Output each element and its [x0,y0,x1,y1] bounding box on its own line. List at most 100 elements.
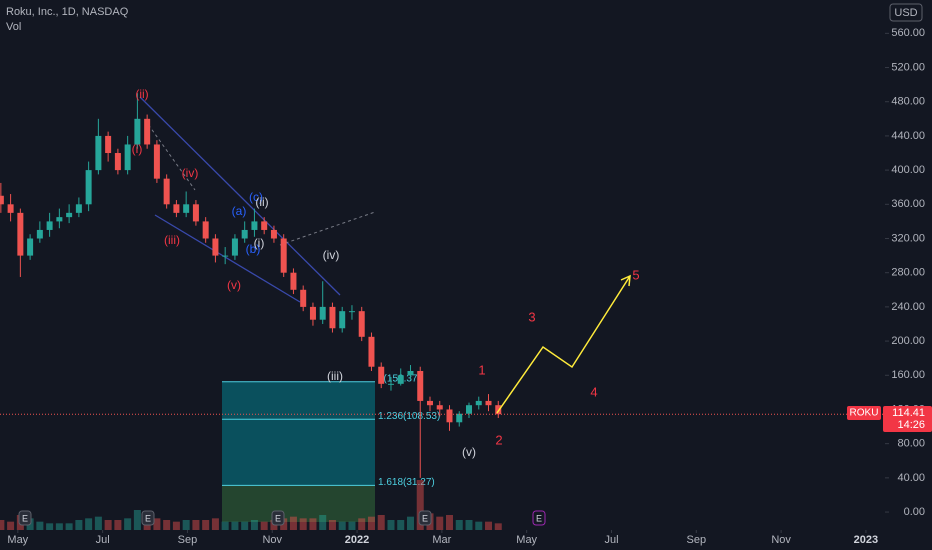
candle-body [202,221,209,239]
y-tick-label: 520.00 [891,61,925,73]
candle-body [456,413,463,423]
candle-body [387,383,394,385]
wave-label: (v) [462,445,476,459]
wave-label: 5 [632,267,639,282]
y-tick-label: 480.00 [891,96,925,108]
candle-body [339,311,346,329]
candle-body [407,371,414,376]
volume-bar [163,520,171,530]
candle-body [95,135,102,171]
candle-body [183,204,190,213]
candle-body [56,217,63,222]
candle-body [153,144,160,179]
volume-bar [494,523,502,530]
candle-body [17,212,24,256]
y-tick-label: 400.00 [891,164,925,176]
candle-body [446,409,453,423]
candle-body [466,405,473,414]
earnings-label: E [22,513,28,523]
candle-body [134,118,141,145]
candle-body [436,405,443,410]
earnings-label: E [536,513,542,523]
candle-body [319,306,326,320]
wave-label: (iv) [182,166,199,180]
volume-bar [65,523,73,530]
candle-body [222,255,229,257]
wave-label: (a) [232,204,247,218]
candle-body [144,118,151,145]
candle-body [485,400,492,406]
candle-body [173,204,180,213]
candle-body [348,311,355,313]
volume-bar [241,521,249,530]
candle-body [105,135,112,154]
y-tick-label: 320.00 [891,232,925,244]
volume-bar [406,516,414,530]
volume-bar [358,518,366,530]
volume-bar [387,520,395,530]
y-tick-label: 360.00 [891,198,925,210]
volume-bar [221,521,229,530]
volume-bar [348,521,356,530]
candle-body [212,238,219,256]
candle-body [270,229,277,239]
projection [496,275,631,414]
x-tick-label: May [516,534,537,546]
candle-body [329,306,336,329]
candle-body [290,272,297,290]
earnings-label: E [145,513,151,523]
y-tick-label: 200.00 [891,335,925,347]
candle-body [241,229,248,239]
volume-bar [55,523,63,530]
candle-body [280,238,287,273]
x-tick-label: May [7,534,28,546]
candle-body [85,170,92,205]
x-tick-label: Mar [432,534,451,546]
volume-bar [299,518,307,530]
wave-label: 1 [478,362,485,377]
volume-bar [85,518,93,530]
candle-body [397,375,404,384]
wave-label: (iii) [327,369,343,383]
volume-bar [94,516,102,530]
volume-bar [153,518,161,530]
volume-bar [104,520,112,530]
currency-box[interactable] [889,3,923,22]
x-tick-label: Nov [771,534,791,546]
arrow-head [620,274,631,287]
volume-bar [46,523,54,530]
wave-label: (iv) [323,248,340,262]
candle-body [475,400,482,406]
volume-bar [289,516,297,530]
fib-label: 1.618(31.27) [378,477,435,488]
wave-label: (ii) [255,195,268,209]
candle-body [251,221,258,230]
x-tick-label: Sep [178,534,198,546]
candle-body [417,371,424,401]
wave-label: 2 [495,432,502,447]
fib-label: 1.236(108.53) [378,411,440,422]
x-tick-label: Jul [604,534,618,546]
y-tick-label: 560.00 [891,27,925,39]
candle-body [192,204,199,222]
wave-label: (iii) [164,233,180,247]
candle-body [368,336,375,367]
candle-body [7,204,14,213]
y-tick-label: 440.00 [891,130,925,142]
earnings-marker [532,510,546,526]
candle-body [163,178,170,205]
wave-label: 4 [590,384,597,399]
candle-body [426,400,433,406]
candle-body [378,366,385,384]
volume-bar [465,520,473,530]
candle-body [309,306,316,320]
channel-line [139,96,341,296]
chart-title: Roku, Inc., 1D, NASDAQ [6,6,129,18]
volume-bar [309,518,317,530]
volume-bar [133,510,141,530]
fib-zone [222,485,375,522]
x-tick-label: Nov [262,534,282,546]
time-label: 14:26 [897,419,925,431]
candle-body [358,311,365,337]
